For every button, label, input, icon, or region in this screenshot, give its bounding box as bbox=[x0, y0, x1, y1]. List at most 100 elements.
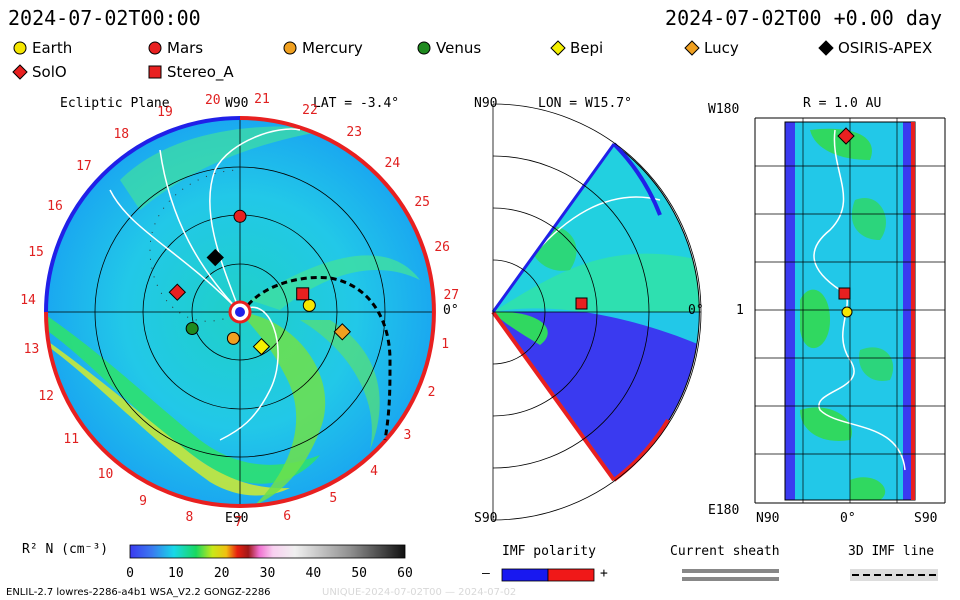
legend-stereo-a: Stereo_A bbox=[147, 63, 234, 81]
imf-negative-swatch bbox=[501, 568, 549, 582]
rotation-label: 19 bbox=[157, 104, 173, 120]
panel2-bottom-left: S90 bbox=[474, 511, 498, 526]
legend-solo: SolO bbox=[12, 63, 67, 81]
rotation-label: 8 bbox=[185, 509, 194, 525]
colorbar-ticks: 0 10 20 30 40 50 60 bbox=[126, 566, 413, 581]
colorbar-tick-label: 30 bbox=[260, 566, 276, 581]
panel1-lat-label: LAT = -3.4° bbox=[313, 96, 400, 111]
panel3-x-mid: 0° bbox=[840, 511, 856, 526]
rotation-label: 15 bbox=[28, 244, 44, 260]
legend-osiris-apex: OSIRIS-APEX bbox=[818, 39, 932, 57]
rotation-label: 13 bbox=[23, 342, 40, 358]
object-marker-mercury bbox=[226, 331, 240, 345]
rotation-label: 3 bbox=[403, 427, 412, 443]
legend-label: Mercury bbox=[302, 39, 363, 57]
rotation-label: 6 bbox=[283, 508, 292, 524]
legend-label: Venus bbox=[436, 39, 482, 57]
panel3-bottom-left: E180 bbox=[708, 503, 740, 518]
rotation-label: 10 bbox=[97, 466, 114, 482]
rotation-label: 22 bbox=[302, 102, 318, 118]
legend-label: Mars bbox=[167, 39, 204, 57]
footer-left: ENLIL-2.7 lowres-2286-a4b1 WSA_V2.2 GONG… bbox=[6, 587, 271, 598]
panel2-top-left: N90 bbox=[474, 96, 498, 111]
legend-venus: Venus bbox=[416, 39, 481, 57]
object-marker-stereo-a-map bbox=[838, 287, 851, 300]
rotation-label: 26 bbox=[434, 239, 451, 255]
rotation-label: 16 bbox=[47, 199, 63, 215]
legend-earth: Earth bbox=[12, 39, 72, 57]
colorbar-tick-label: 60 bbox=[397, 566, 413, 581]
panel2-lon-label: LON = W15.7° bbox=[538, 96, 632, 111]
legend-label: Stereo_A bbox=[167, 63, 234, 81]
imf3d-label: 3D IMF line bbox=[848, 544, 935, 559]
object-marker-lucy bbox=[333, 323, 352, 341]
object-marker-osiris-apex bbox=[206, 248, 224, 267]
panel3-r-label: R = 1.0 AU bbox=[803, 96, 882, 111]
object-marker-mars bbox=[233, 209, 247, 223]
rotation-label: 24 bbox=[384, 155, 401, 171]
circle-icon bbox=[282, 40, 298, 56]
colorbar-tick-label: 50 bbox=[351, 566, 367, 581]
rotation-label: 27 bbox=[443, 288, 460, 304]
legend-bepi: Bepi bbox=[550, 39, 603, 57]
panel1-bottom-label: E90 bbox=[225, 511, 249, 526]
current-sheath-label: Current sheath bbox=[670, 544, 780, 559]
diamond-icon bbox=[12, 64, 28, 80]
rotation-label: 11 bbox=[63, 431, 80, 447]
imf-polarity-label: IMF polarity bbox=[502, 544, 596, 559]
rotation-label: 12 bbox=[38, 389, 54, 405]
rotation-label: 2 bbox=[427, 384, 436, 400]
legend-mercury: Mercury bbox=[282, 39, 363, 57]
object-marker-stereo-a-meridional bbox=[575, 297, 588, 310]
object-marker-solo-map bbox=[837, 127, 855, 145]
panel1-top-label: W90 bbox=[225, 96, 249, 111]
rotation-label: 17 bbox=[76, 159, 92, 175]
circle-icon bbox=[147, 40, 163, 56]
colorbar bbox=[129, 544, 406, 559]
legend-label: Earth bbox=[32, 39, 73, 57]
circle-icon bbox=[12, 40, 28, 56]
rotation-label: 21 bbox=[254, 92, 270, 108]
rotation-label: 14 bbox=[20, 293, 36, 309]
legend-lucy: Lucy bbox=[684, 39, 739, 57]
panel1-right-label: 0° bbox=[443, 303, 459, 318]
imf-positive-swatch bbox=[547, 568, 595, 582]
panel1-title: Ecliptic Plane bbox=[60, 96, 170, 111]
imf-minus-label: – bbox=[482, 566, 490, 581]
object-marker-earth-map bbox=[841, 306, 853, 318]
legend-label: Lucy bbox=[704, 39, 739, 57]
legend-label: SolO bbox=[32, 63, 67, 81]
circle-icon bbox=[416, 40, 432, 56]
colorbar-tick-label: 10 bbox=[168, 566, 184, 581]
legend-mars: Mars bbox=[147, 39, 203, 57]
current-sheath-swatch-b bbox=[682, 577, 779, 581]
panel2-right-label: 0° bbox=[688, 303, 704, 318]
legend-label: OSIRIS-APEX bbox=[838, 39, 933, 57]
rotation-label: 1 bbox=[441, 337, 450, 353]
objects-layer bbox=[168, 127, 855, 356]
object-marker-stereo-a bbox=[296, 287, 310, 301]
legend-label: Bepi bbox=[570, 39, 604, 57]
rotation-label: 7 bbox=[234, 514, 243, 530]
header-right-time: 2024-07-02T00 +0.00 day bbox=[665, 6, 942, 30]
rotation-label: 18 bbox=[113, 127, 130, 143]
rotation-label: 9 bbox=[139, 493, 147, 509]
meridional-panel bbox=[491, 103, 702, 521]
square-icon bbox=[147, 64, 163, 80]
colorbar-tick-label: 20 bbox=[214, 566, 230, 581]
rotation-label: 25 bbox=[414, 194, 430, 210]
panel3-top-left: W180 bbox=[708, 102, 740, 117]
colorbar-label: R² N (cm⁻³) bbox=[22, 542, 109, 557]
imf3d-swatch-bg bbox=[850, 569, 938, 581]
diamond-icon bbox=[818, 40, 834, 56]
rotation-label: 4 bbox=[370, 463, 378, 479]
object-marker-solo bbox=[168, 283, 187, 301]
colorbar-tick-label: 0 bbox=[126, 566, 134, 581]
object-marker-venus bbox=[185, 322, 199, 335]
object-marker-bepi bbox=[252, 337, 271, 356]
object-marker-earth bbox=[302, 298, 316, 312]
rotation-label: 20 bbox=[204, 92, 221, 108]
rotation-label: 23 bbox=[346, 124, 363, 140]
current-sheath-swatch-a bbox=[682, 569, 779, 573]
